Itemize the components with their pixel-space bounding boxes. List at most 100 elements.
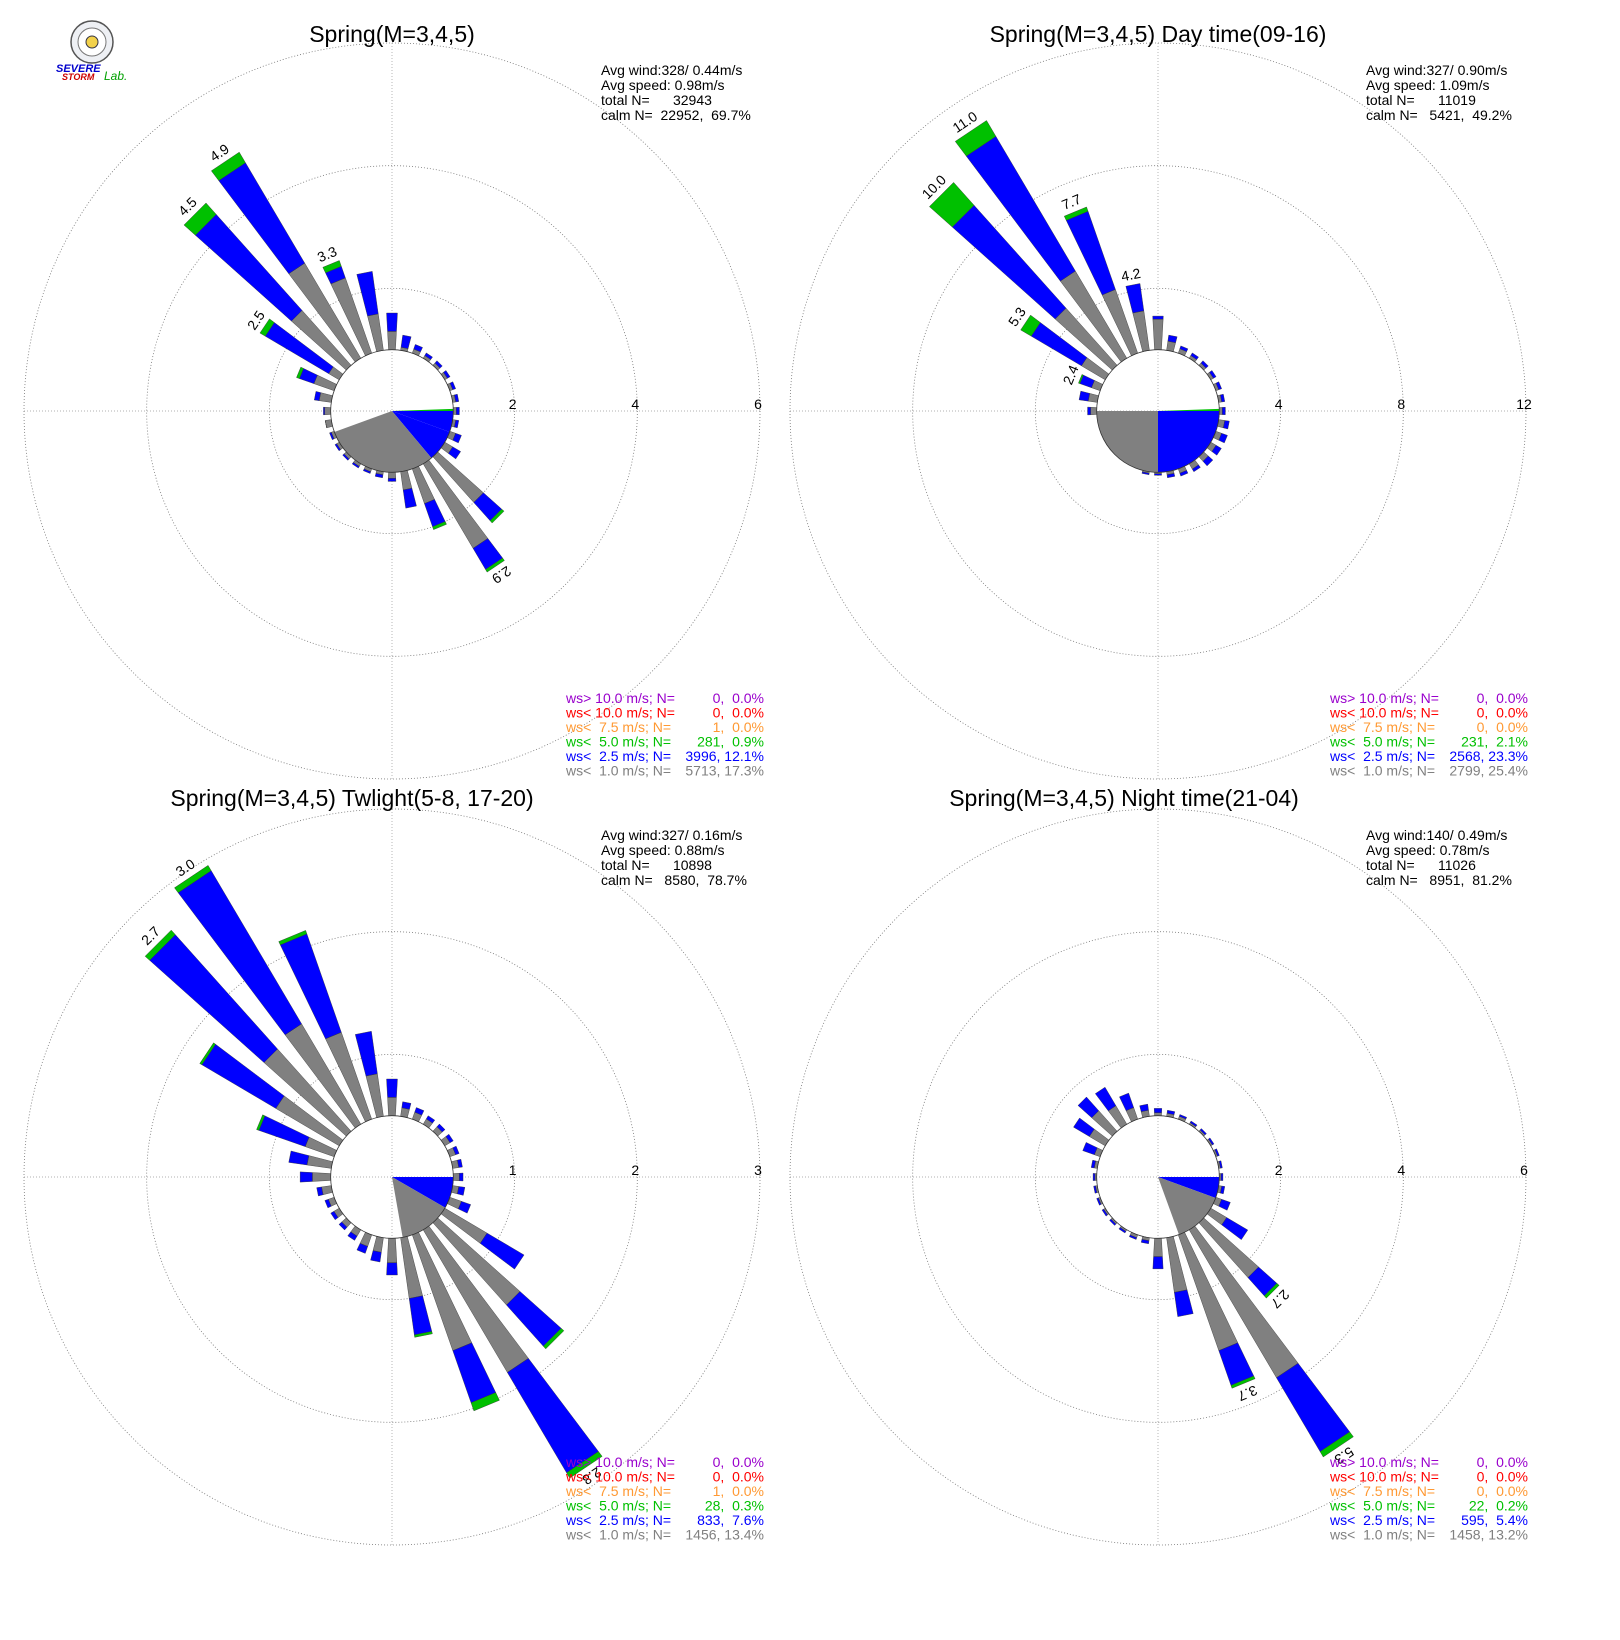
bar-segment-lt5 [296, 366, 304, 379]
bar-segment-lt2_5 [1211, 445, 1222, 456]
rose-bar [1217, 393, 1226, 403]
rose-bar [1178, 466, 1189, 477]
rose-bar [1152, 1238, 1164, 1270]
bar-segment-lt2_5 [1139, 1103, 1149, 1112]
bar-segment-lt2_5 [386, 312, 398, 332]
calm-center-sector [1158, 1177, 1220, 1198]
rose-bar [370, 1236, 384, 1263]
bar-segment-lt2_5 [408, 1295, 433, 1336]
stat-avg-speed: Avg speed: 1.09m/s [1366, 77, 1489, 93]
panel-title: Spring(M=3,4,5) [309, 21, 475, 47]
bar-segment-lt2_5 [1096, 1197, 1102, 1206]
bar-segment-lt5 [489, 508, 505, 524]
ring-label: 1 [509, 1162, 517, 1178]
bar-segment-lt5 [470, 1392, 500, 1412]
rose-bar [422, 352, 433, 363]
bar-segment-lt2_5 [1093, 1185, 1098, 1194]
legend-label: ws< 10.0 m/s; N= [1329, 1469, 1439, 1485]
rose-bar [400, 470, 417, 509]
bar-segment-lt2_5 [402, 487, 417, 509]
bar-value-label: 3.3 [315, 243, 339, 265]
rose-bar [1206, 1207, 1249, 1240]
grid-ring [912, 165, 1404, 657]
bar-segment-lt2_5 [479, 1232, 525, 1270]
stat-total: total N= 32943 [601, 92, 712, 108]
grid-ring [1034, 1053, 1282, 1301]
rose-bar [432, 1123, 446, 1137]
rose-bar: 5.3 [1188, 1225, 1357, 1468]
ring-label: 4 [1397, 1162, 1405, 1178]
bar-value-label: 7.7 [1059, 191, 1083, 213]
bar-segment-lt2_5 [386, 1262, 398, 1276]
bar-segment-lt2_5 [1222, 407, 1226, 415]
rose-bar [351, 459, 362, 469]
wind-rose-panel-2: 4 8 127.711.010.05.32.44.2Spring(M=3,4,5) … [789, 21, 1532, 780]
bar-segment-lt2_5 [1199, 1128, 1207, 1136]
stat-avg-speed: Avg speed: 0.78m/s [1366, 842, 1489, 858]
rose-bar: 3.7 [1178, 1232, 1260, 1405]
bar-segment-lt5 [183, 202, 217, 236]
ring-label: 3 [754, 1162, 762, 1178]
rose-bar [1153, 1108, 1163, 1116]
rose-bar [386, 312, 398, 350]
bar-segment-lt2_5 [1101, 1208, 1108, 1217]
bar-segment-lt5 [278, 930, 308, 946]
legend-value: 2568, 23.3% [1449, 748, 1528, 764]
legend-label: ws< 7.5 m/s; N= [565, 719, 671, 735]
bar-segment-lt2_5 [1221, 1217, 1249, 1240]
rose-bar [1119, 1092, 1138, 1122]
rose-bar [412, 1107, 425, 1122]
grid-ring [146, 165, 638, 657]
rose-bar [355, 1031, 384, 1118]
bar-segment-lt2_5 [1166, 473, 1176, 479]
rose-bar [342, 451, 352, 461]
stat-avg-wind: Avg wind:328/ 0.44m/s [601, 62, 742, 78]
rose-bar: 5.3 [1005, 304, 1110, 381]
legend-label: ws< 1.0 m/s; N= [565, 1527, 671, 1543]
stat-calm: calm N= 8580, 78.7% [601, 872, 747, 888]
rose-bar [1152, 315, 1164, 350]
rose-bar [329, 431, 337, 440]
rose-bar [323, 406, 331, 416]
bar-segment-lt2_5 [443, 370, 451, 379]
rose-bar [440, 1133, 454, 1147]
bar-segment-lt2_5 [1218, 1199, 1231, 1211]
bar-segment-lt2_5 [1223, 420, 1230, 430]
legend-label: ws< 1.0 m/s; N= [565, 763, 671, 779]
bar-segment-lt1 [306, 1155, 333, 1169]
legend-value: 1, 0.0% [713, 719, 764, 735]
rose-bar [356, 1232, 372, 1254]
bar-segment-lt2_5 [1087, 406, 1091, 416]
bar-segment-lt2_5 [436, 1123, 446, 1133]
legend-label: ws< 5.0 m/s; N= [1329, 1498, 1435, 1514]
bar-segment-lt2_5 [356, 1243, 368, 1254]
bar-segment-lt1 [367, 313, 384, 352]
logo-text-storm: STORM [62, 72, 95, 82]
bar-segment-lt2_5 [386, 1078, 398, 1098]
grid-ring [268, 1053, 516, 1301]
bar-segment-lt2_5 [1095, 1086, 1117, 1112]
calm-center-sector [392, 408, 454, 411]
bar-segment-lt2_5 [1220, 1173, 1224, 1181]
legend-label: ws< 2.5 m/s; N= [565, 1512, 671, 1528]
rose-bar [1095, 1086, 1128, 1129]
rose-bar [1213, 381, 1222, 391]
bar-segment-lt2_5 [356, 271, 379, 317]
bar-segment-lt5 [1078, 374, 1084, 384]
logo-seal-center [85, 35, 99, 49]
rose-bar: 3.3 [315, 243, 372, 356]
bar-segment-lt1 [324, 407, 331, 415]
bar-segment-lt2_5 [426, 1115, 436, 1124]
calm-center-sector [392, 1177, 454, 1208]
legend-label: ws< 5.0 m/s; N= [565, 734, 671, 750]
bar-segment-lt2_5 [1141, 471, 1150, 476]
rose-bar [412, 1232, 500, 1412]
bar-segment-lt2_5 [324, 1199, 332, 1209]
bar-segment-lt2_5 [1153, 1108, 1163, 1113]
legend-value: 0, 0.0% [1477, 719, 1528, 735]
bar-value-label: 4.2 [1120, 265, 1142, 285]
bar-segment-lt1 [386, 1238, 398, 1263]
bar-segment-lt5 [954, 120, 997, 157]
bar-segment-lt5 [256, 1114, 266, 1131]
bar-segment-lt2_5 [1152, 1256, 1164, 1270]
